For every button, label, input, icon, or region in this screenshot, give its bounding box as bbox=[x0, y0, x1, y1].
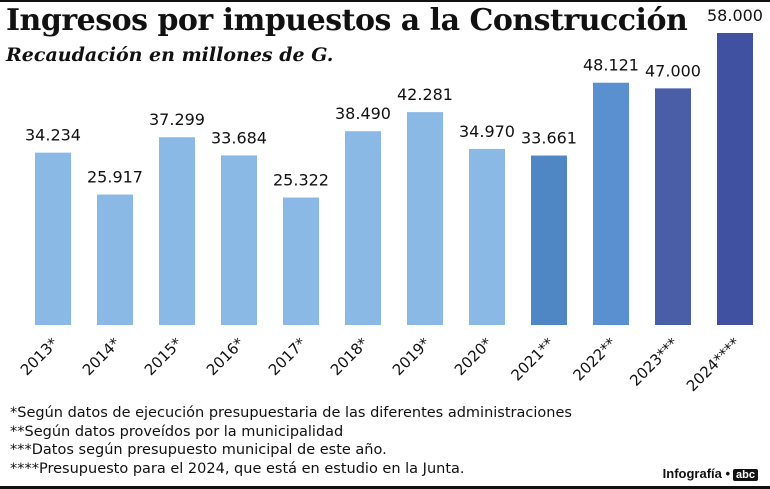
bar bbox=[469, 148, 505, 325]
credit-label: Infografía • bbox=[662, 466, 731, 481]
data-label: 34.234 bbox=[25, 126, 81, 145]
abc-logo: abc bbox=[733, 469, 758, 481]
footnotes: *Según datos de ejecución presupuestaria… bbox=[10, 404, 572, 478]
top-rule bbox=[0, 0, 770, 2]
footnote: ****Presupuesto para el 2024, que está e… bbox=[10, 460, 465, 477]
data-label: 58.000 bbox=[707, 6, 763, 25]
x-tick-label: 2015* bbox=[141, 334, 186, 379]
x-tick-label: 2014* bbox=[79, 334, 124, 379]
data-label: 25.917 bbox=[87, 168, 143, 187]
x-tick-label: 2019* bbox=[389, 334, 434, 379]
bar bbox=[35, 152, 71, 325]
bar bbox=[345, 131, 381, 325]
data-label: 38.490 bbox=[335, 104, 391, 123]
footnote: *Según datos de ejecución presupuestaria… bbox=[10, 405, 572, 421]
x-tick-label: 2022** bbox=[569, 334, 620, 385]
bar bbox=[717, 33, 753, 325]
data-label: 37.299 bbox=[149, 110, 205, 129]
data-label: 42.281 bbox=[397, 85, 453, 104]
footnote: **Según datos proveídos por la municipal… bbox=[10, 423, 344, 440]
x-tick-label: 2021** bbox=[507, 334, 558, 385]
credit: Infografía • abc bbox=[663, 466, 758, 481]
bar bbox=[283, 197, 319, 325]
x-tick-label: 2024**** bbox=[683, 334, 744, 395]
bar bbox=[593, 82, 629, 325]
bottom-rule bbox=[0, 486, 770, 489]
bar bbox=[221, 155, 257, 325]
chart-title: Ingresos por impuestos a la Construcción bbox=[6, 3, 688, 38]
x-tick-label: 2018* bbox=[327, 334, 372, 379]
chart-subtitle: Recaudación en millones de G. bbox=[6, 44, 334, 66]
data-label: 48.121 bbox=[583, 56, 639, 75]
footnote: ***Datos según presupuesto municipal de … bbox=[10, 442, 387, 458]
bar bbox=[407, 112, 443, 326]
bar bbox=[97, 194, 133, 325]
data-label: 33.684 bbox=[211, 128, 267, 147]
x-tick-label: 2020* bbox=[451, 334, 496, 379]
x-tick-label: 2013* bbox=[17, 334, 62, 379]
x-tick-label: 2016* bbox=[203, 334, 248, 379]
bar bbox=[531, 155, 567, 325]
data-label: 34.970 bbox=[459, 122, 515, 141]
x-tick-label: 2017* bbox=[265, 334, 310, 379]
x-tick-label: 2023*** bbox=[626, 334, 682, 390]
data-label: 33.661 bbox=[521, 129, 577, 148]
bar bbox=[655, 88, 691, 326]
data-label: 25.322 bbox=[273, 171, 329, 190]
bar bbox=[159, 137, 195, 325]
data-label: 47.000 bbox=[645, 61, 701, 80]
